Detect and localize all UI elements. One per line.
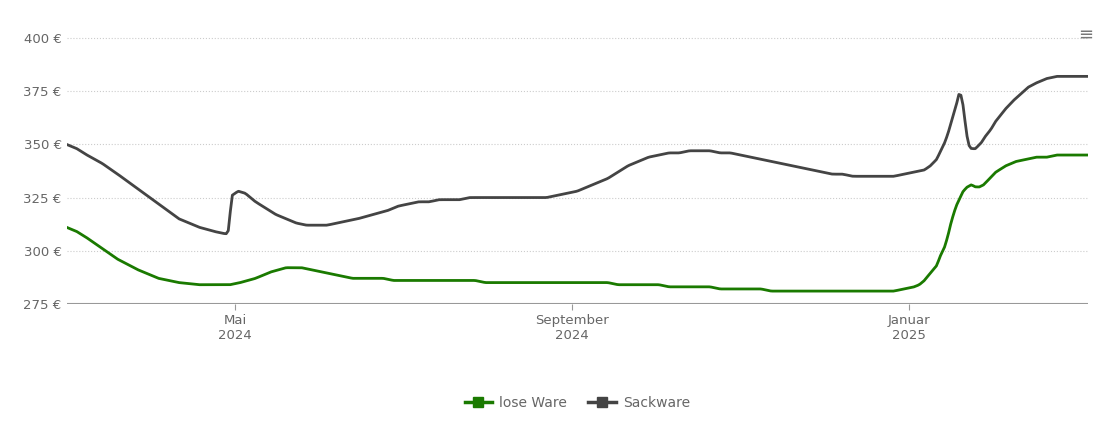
Text: ≡: ≡: [1078, 25, 1093, 43]
Legend: lose Ware, Sackware: lose Ware, Sackware: [460, 390, 695, 416]
